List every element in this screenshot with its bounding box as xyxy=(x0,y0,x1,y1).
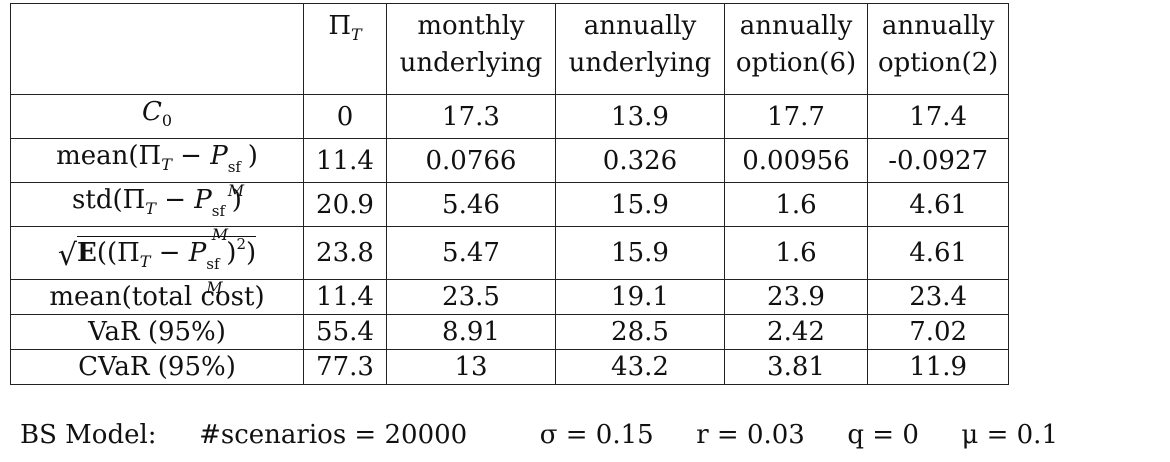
cell: 4.61 xyxy=(866,226,1010,280)
results-table: ΠT monthly underlying annually underlying … xyxy=(10,3,1010,385)
cell: 0.0766 xyxy=(386,138,556,183)
cell: 8.91 xyxy=(386,314,556,350)
cell: 55.4 xyxy=(303,314,387,350)
cell: 17.4 xyxy=(866,94,1010,139)
cell: 23.8 xyxy=(303,226,387,280)
cell: 23.4 xyxy=(866,279,1010,315)
cell: 17.7 xyxy=(724,94,868,139)
cell: 15.9 xyxy=(555,226,725,280)
row-label-cvar: CVaR (95%) xyxy=(10,349,304,385)
cell: 0 xyxy=(303,94,387,139)
header-empty xyxy=(10,3,304,95)
model-parameters-caption: BS Model: #scenarios = 20000 σ = 0.15 r … xyxy=(20,420,1064,450)
table-row: C0 0 17.3 13.9 17.7 17.4 xyxy=(10,94,1010,139)
cell: 11.9 xyxy=(866,349,1010,385)
cell: 1.6 xyxy=(724,226,868,280)
header-annually-option6: annually option(6) xyxy=(724,3,868,95)
cell: 1.6 xyxy=(724,182,868,227)
cell: 4.61 xyxy=(866,182,1010,227)
table-row: CVaR (95%) 77.3 13 43.2 3.81 11.9 xyxy=(10,349,1010,385)
cell: -0.0927 xyxy=(866,138,1010,183)
mu-param: μ = 0.1 xyxy=(961,420,1058,450)
cell: 15.9 xyxy=(555,182,725,227)
cell: 23.9 xyxy=(724,279,868,315)
cell: 0.326 xyxy=(555,138,725,183)
cell: 77.3 xyxy=(303,349,387,385)
cell: 11.4 xyxy=(303,138,387,183)
r-param: r = 0.03 xyxy=(696,420,805,450)
row-label-total-cost: mean(total cost) xyxy=(10,279,304,315)
row-label-c0: C0 xyxy=(10,94,304,139)
header-monthly-underlying: monthly underlying xyxy=(386,3,556,95)
cell: 13.9 xyxy=(555,94,725,139)
scenarios-count: #scenarios = 20000 xyxy=(199,420,468,450)
row-label-var: VaR (95%) xyxy=(10,314,304,350)
header-annually-option2: annually option(2) xyxy=(866,3,1010,95)
cell: 2.42 xyxy=(724,314,868,350)
q-param: q = 0 xyxy=(847,420,919,450)
table-row: VaR (95%) 55.4 8.91 28.5 2.42 7.02 xyxy=(10,314,1010,350)
cell: 5.46 xyxy=(386,182,556,227)
table-row: mean(total cost) 11.4 23.5 19.1 23.9 23.… xyxy=(10,279,1010,315)
header-row: ΠT monthly underlying annually underlying … xyxy=(10,3,1010,95)
sigma-param: σ = 0.15 xyxy=(539,420,654,450)
cell: 17.3 xyxy=(386,94,556,139)
cell: 13 xyxy=(386,349,556,385)
cell: 0.00956 xyxy=(724,138,868,183)
cell: 43.2 xyxy=(555,349,725,385)
cell: 5.47 xyxy=(386,226,556,280)
model-label: BS Model: xyxy=(20,420,157,450)
cell: 28.5 xyxy=(555,314,725,350)
cell: 7.02 xyxy=(866,314,1010,350)
cell: 19.1 xyxy=(555,279,725,315)
cell: 11.4 xyxy=(303,279,387,315)
cell: 20.9 xyxy=(303,182,387,227)
cell: 23.5 xyxy=(386,279,556,315)
header-annually-underlying: annually underlying xyxy=(555,3,725,95)
header-pi-t: ΠT xyxy=(303,3,387,95)
cell: 3.81 xyxy=(724,349,868,385)
